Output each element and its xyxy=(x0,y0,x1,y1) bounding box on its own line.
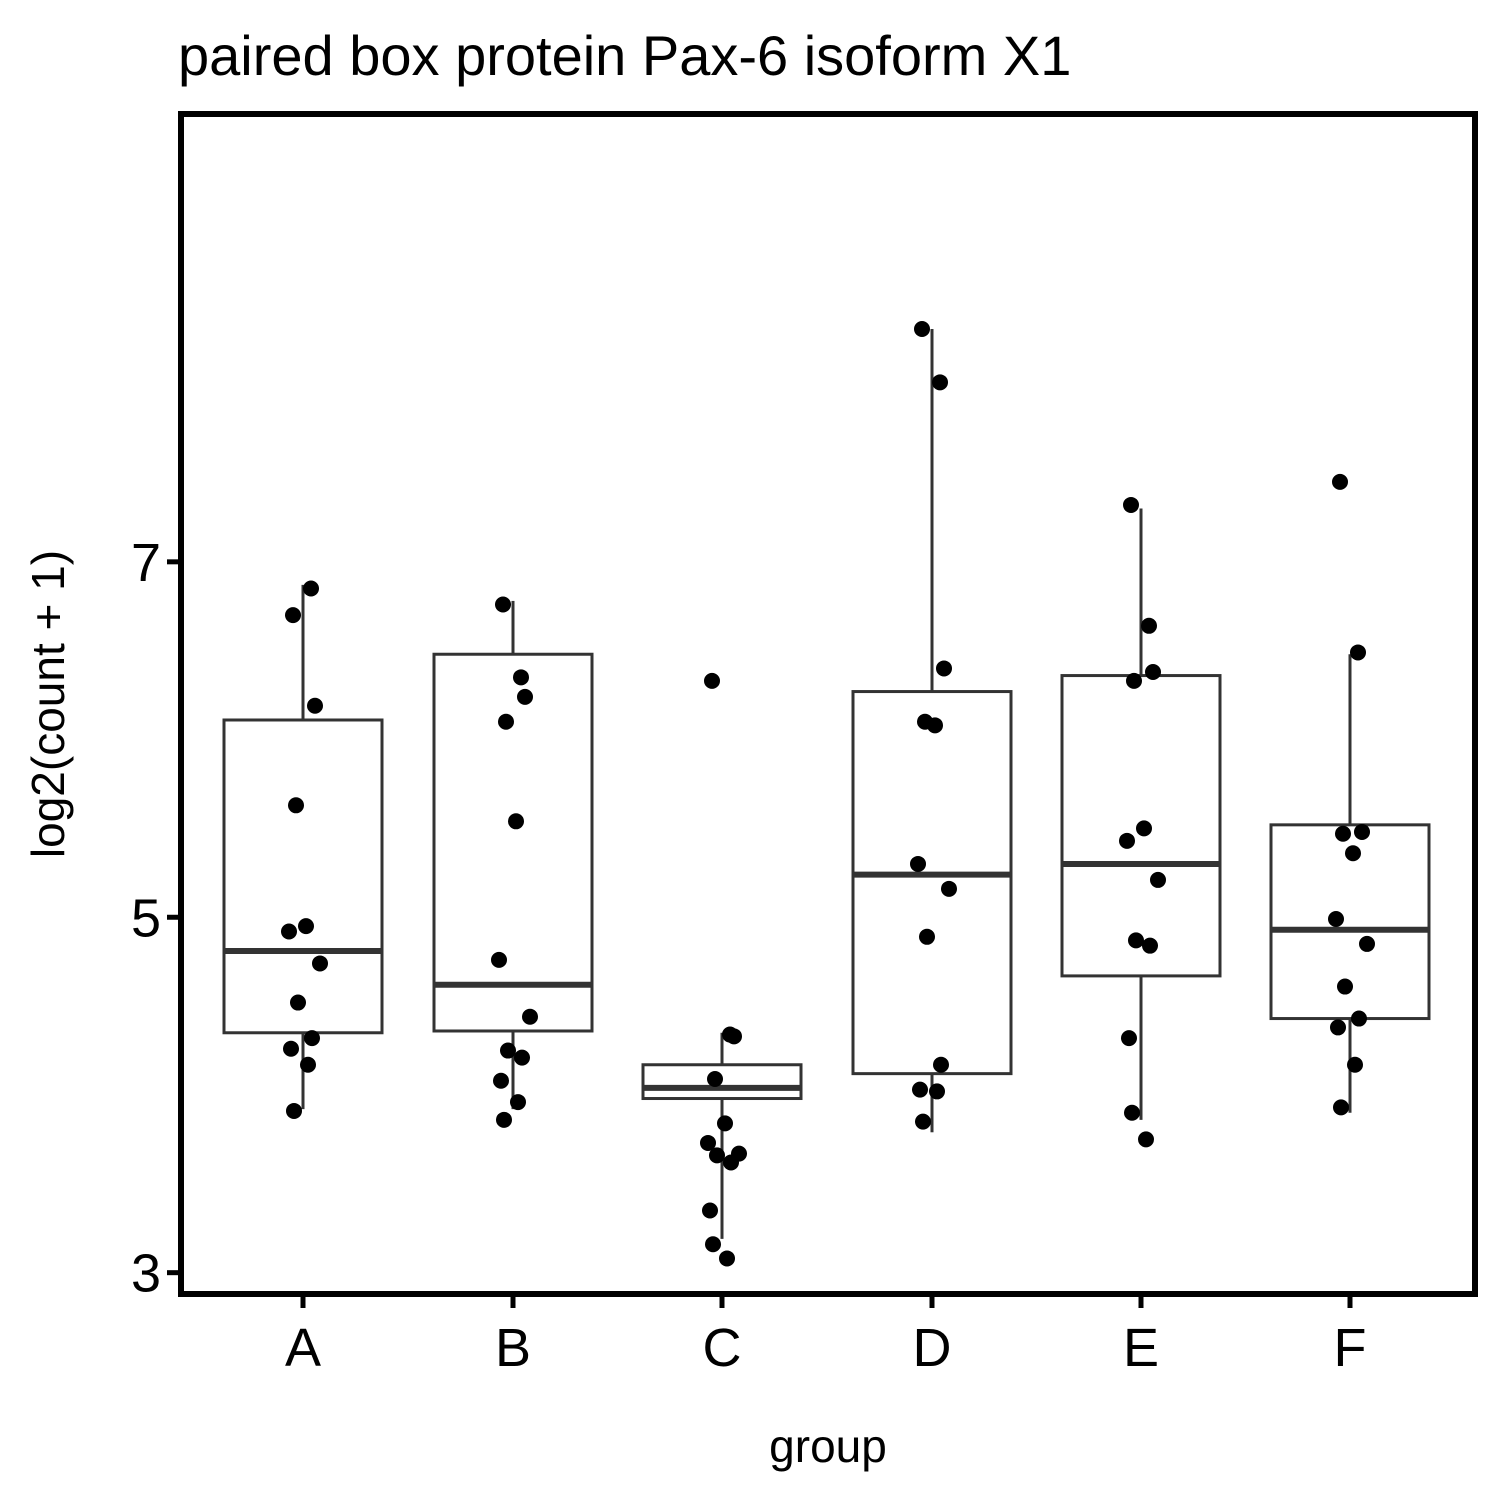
data-point xyxy=(932,374,948,391)
box-iqr xyxy=(222,718,384,1035)
x-axis-title: group xyxy=(769,1420,887,1472)
data-point xyxy=(1337,978,1353,995)
box-iqr xyxy=(851,690,1013,1076)
y-tick-label: 3 xyxy=(131,1244,161,1304)
y-tick-label: 7 xyxy=(131,533,161,593)
x-tick-label: A xyxy=(285,1318,321,1378)
data-point xyxy=(705,1236,721,1253)
x-axis: A B C D E F xyxy=(285,1294,1367,1378)
data-point xyxy=(300,1056,316,1073)
data-point xyxy=(927,717,943,734)
points-layer xyxy=(281,321,1375,1267)
x-tick-label: E xyxy=(1123,1318,1159,1378)
data-point xyxy=(1119,832,1135,849)
data-point xyxy=(286,1102,302,1119)
data-point xyxy=(312,955,328,972)
data-point xyxy=(1136,820,1152,837)
data-point xyxy=(700,1134,716,1151)
data-point xyxy=(1328,911,1344,928)
data-point xyxy=(707,1070,723,1087)
data-point xyxy=(1333,1099,1349,1116)
data-point xyxy=(1145,664,1161,681)
data-point xyxy=(514,1049,530,1066)
data-point xyxy=(717,1115,733,1132)
data-point xyxy=(936,660,952,677)
data-point xyxy=(522,1008,538,1025)
y-axis: 3 5 7 xyxy=(131,533,181,1304)
data-point xyxy=(513,669,529,686)
data-point xyxy=(283,1040,299,1057)
data-point xyxy=(491,951,507,968)
data-point xyxy=(493,1072,509,1089)
data-point xyxy=(290,994,306,1011)
data-point xyxy=(726,1028,742,1045)
data-point xyxy=(1350,644,1366,661)
data-point xyxy=(1351,1010,1367,1027)
data-point xyxy=(709,1147,725,1164)
data-point xyxy=(1121,1030,1137,1047)
data-point xyxy=(1141,617,1157,634)
data-point xyxy=(1347,1056,1363,1073)
data-point xyxy=(719,1250,735,1267)
data-point xyxy=(1123,496,1139,513)
data-point xyxy=(1128,932,1144,949)
boxes-layer xyxy=(222,329,1431,1239)
data-point xyxy=(912,1081,928,1098)
x-tick-label: F xyxy=(1334,1318,1367,1378)
data-point xyxy=(929,1083,945,1100)
data-point xyxy=(281,923,297,940)
data-point xyxy=(304,1030,320,1047)
data-point xyxy=(1332,473,1348,490)
y-tick-label: 5 xyxy=(131,888,161,948)
data-point xyxy=(298,918,314,935)
data-point xyxy=(495,596,511,613)
data-point xyxy=(1330,1019,1346,1036)
data-point xyxy=(1150,871,1166,888)
data-point xyxy=(510,1094,526,1111)
data-point xyxy=(933,1056,949,1073)
data-point xyxy=(702,1202,718,1219)
data-point xyxy=(1345,845,1361,862)
data-point xyxy=(1126,672,1142,689)
data-point xyxy=(500,1042,516,1059)
chart-title: paired box protein Pax-6 isoform X1 xyxy=(178,24,1071,87)
plot-panel-border xyxy=(178,111,1478,1297)
data-point xyxy=(1354,823,1370,840)
data-point xyxy=(285,607,301,624)
data-point xyxy=(498,713,514,730)
x-tick-label: D xyxy=(913,1318,952,1378)
data-point xyxy=(1142,937,1158,954)
data-point xyxy=(1335,825,1351,842)
data-point xyxy=(303,580,319,597)
data-point xyxy=(941,880,957,897)
data-point xyxy=(508,813,524,830)
box-iqr xyxy=(432,652,594,1033)
data-point xyxy=(914,321,930,338)
data-point xyxy=(307,697,323,714)
data-point xyxy=(919,928,935,945)
data-point xyxy=(288,797,304,814)
x-tick-label: B xyxy=(495,1318,531,1378)
data-point xyxy=(1359,935,1375,952)
y-axis-title: log2(count + 1) xyxy=(22,550,74,858)
data-point xyxy=(1124,1104,1140,1121)
data-point xyxy=(704,672,720,689)
data-point xyxy=(517,688,533,705)
x-tick-label: C xyxy=(703,1318,742,1378)
box-iqr xyxy=(641,1063,803,1101)
data-point xyxy=(910,855,926,872)
data-point xyxy=(723,1154,739,1171)
data-point xyxy=(1138,1131,1154,1148)
data-point xyxy=(496,1111,512,1128)
data-point xyxy=(915,1113,931,1130)
